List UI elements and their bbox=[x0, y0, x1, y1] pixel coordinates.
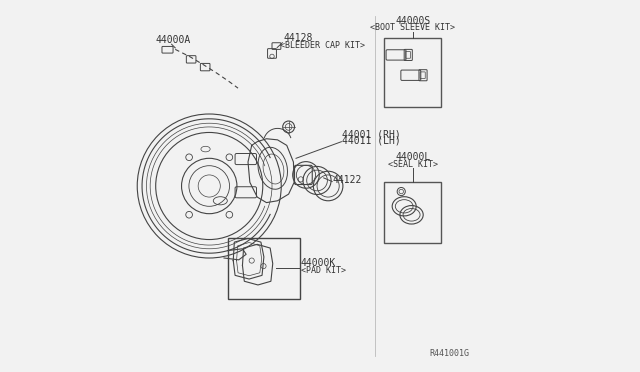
Text: 44000L: 44000L bbox=[395, 152, 430, 162]
Text: 44000A: 44000A bbox=[156, 35, 191, 45]
Text: 44122: 44122 bbox=[333, 175, 362, 185]
Text: 44001 (RH): 44001 (RH) bbox=[342, 129, 401, 139]
Bar bbox=[228, 238, 300, 299]
Text: 44000K: 44000K bbox=[301, 259, 336, 269]
Text: 44128: 44128 bbox=[283, 33, 312, 43]
Text: <BOOT SLEEVE KIT>: <BOOT SLEEVE KIT> bbox=[370, 23, 455, 32]
Text: <SEAL KIT>: <SEAL KIT> bbox=[388, 160, 438, 169]
Text: <PAD KIT>: <PAD KIT> bbox=[301, 266, 346, 275]
Text: <BLEEDER CAP KIT>: <BLEEDER CAP KIT> bbox=[280, 41, 365, 50]
Bar bbox=[384, 38, 441, 107]
Text: 44011 (LH): 44011 (LH) bbox=[342, 136, 401, 146]
Text: 44000S: 44000S bbox=[395, 16, 430, 26]
Text: R441001G: R441001G bbox=[429, 349, 469, 358]
Bar bbox=[384, 182, 441, 243]
